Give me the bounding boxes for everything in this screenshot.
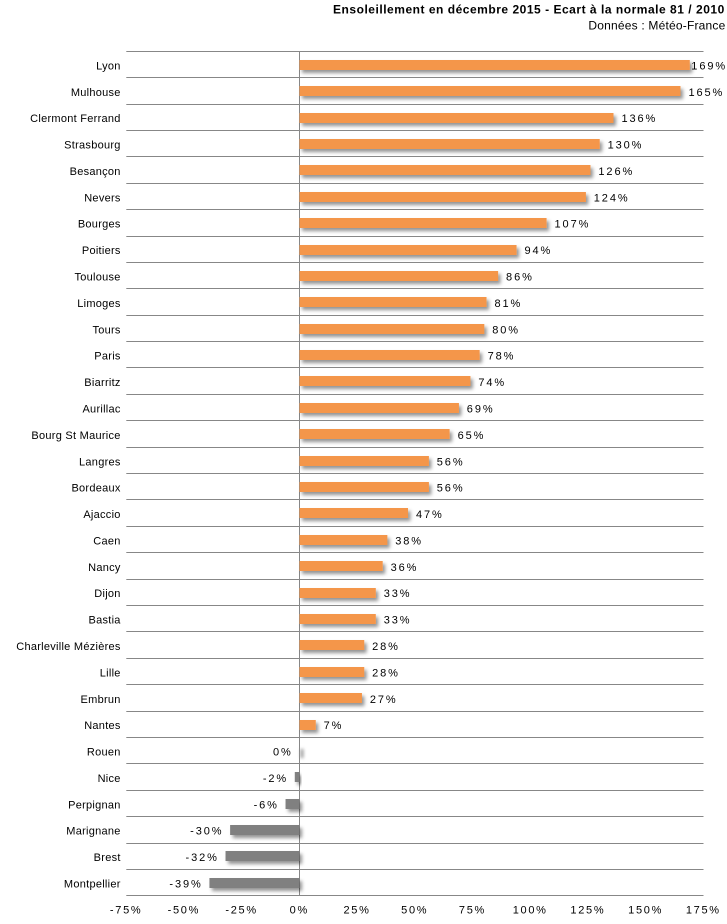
svg-text:-30%: -30% bbox=[190, 826, 223, 838]
svg-text:169%: 169% bbox=[691, 60, 727, 72]
svg-text:-32%: -32% bbox=[186, 852, 219, 864]
svg-text:Embrun: Embrun bbox=[81, 694, 121, 706]
svg-text:Brest: Brest bbox=[94, 852, 121, 864]
svg-text:Ajaccio: Ajaccio bbox=[83, 509, 120, 521]
svg-text:94%: 94% bbox=[525, 245, 553, 257]
svg-text:Langres: Langres bbox=[79, 456, 121, 468]
svg-text:Nevers: Nevers bbox=[84, 192, 121, 204]
svg-text:130%: 130% bbox=[608, 140, 644, 152]
svg-text:78%: 78% bbox=[488, 351, 516, 363]
svg-text:-6%: -6% bbox=[254, 799, 279, 811]
svg-text:Clermont Ferrand: Clermont Ferrand bbox=[30, 113, 121, 125]
svg-text:81%: 81% bbox=[495, 298, 523, 310]
svg-text:-2%: -2% bbox=[263, 773, 288, 785]
svg-text:107%: 107% bbox=[555, 219, 591, 231]
svg-text:150%: 150% bbox=[628, 905, 663, 917]
svg-text:Caen: Caen bbox=[93, 535, 120, 547]
svg-text:-75%: -75% bbox=[110, 905, 142, 917]
svg-text:Bastia: Bastia bbox=[88, 615, 121, 627]
svg-text:36%: 36% bbox=[391, 562, 419, 574]
svg-text:27%: 27% bbox=[370, 694, 398, 706]
svg-text:Paris: Paris bbox=[94, 351, 121, 363]
svg-text:Bourg St Maurice: Bourg St Maurice bbox=[31, 430, 120, 442]
svg-text:Aurillac: Aurillac bbox=[82, 403, 120, 415]
svg-text:33%: 33% bbox=[384, 615, 412, 627]
svg-text:0%: 0% bbox=[290, 905, 309, 917]
svg-text:47%: 47% bbox=[416, 509, 444, 521]
svg-text:38%: 38% bbox=[395, 535, 423, 547]
svg-text:75%: 75% bbox=[459, 905, 486, 917]
svg-text:175%: 175% bbox=[686, 905, 721, 917]
svg-text:Strasbourg: Strasbourg bbox=[64, 140, 121, 152]
svg-text:Ensoleillement en décembre 201: Ensoleillement en décembre 2015 - Ecart … bbox=[333, 2, 725, 16]
svg-text:-39%: -39% bbox=[169, 878, 202, 890]
svg-text:126%: 126% bbox=[598, 166, 634, 178]
svg-text:Rouen: Rouen bbox=[87, 747, 121, 759]
svg-text:65%: 65% bbox=[458, 430, 486, 442]
svg-text:Bourges: Bourges bbox=[78, 219, 121, 231]
svg-text:Lyon: Lyon bbox=[96, 60, 121, 72]
svg-text:124%: 124% bbox=[594, 192, 630, 204]
svg-text:Mulhouse: Mulhouse bbox=[71, 87, 121, 99]
svg-text:74%: 74% bbox=[478, 377, 506, 389]
svg-text:0%: 0% bbox=[273, 747, 293, 759]
svg-text:69%: 69% bbox=[467, 403, 495, 415]
svg-text:Perpignan: Perpignan bbox=[68, 799, 121, 811]
svg-text:125%: 125% bbox=[570, 905, 605, 917]
svg-text:25%: 25% bbox=[343, 905, 370, 917]
svg-text:56%: 56% bbox=[437, 483, 465, 495]
svg-text:Montpellier: Montpellier bbox=[64, 878, 121, 890]
svg-text:Données : Météo-France: Données : Météo-France bbox=[588, 19, 725, 33]
svg-text:-25%: -25% bbox=[225, 905, 257, 917]
svg-text:50%: 50% bbox=[401, 905, 428, 917]
svg-text:-50%: -50% bbox=[168, 905, 200, 917]
svg-text:Lille: Lille bbox=[100, 667, 121, 679]
svg-text:Nice: Nice bbox=[98, 773, 121, 785]
svg-text:28%: 28% bbox=[372, 667, 400, 679]
svg-text:Besançon: Besançon bbox=[70, 166, 121, 178]
svg-text:Tours: Tours bbox=[92, 324, 120, 336]
svg-text:100%: 100% bbox=[513, 905, 548, 917]
svg-text:33%: 33% bbox=[384, 588, 412, 600]
svg-text:Toulouse: Toulouse bbox=[74, 272, 120, 284]
svg-text:7%: 7% bbox=[324, 720, 344, 732]
svg-text:Charleville Mézières: Charleville Mézières bbox=[16, 641, 121, 653]
svg-text:80%: 80% bbox=[492, 324, 520, 336]
svg-text:165%: 165% bbox=[688, 87, 724, 99]
svg-text:136%: 136% bbox=[622, 113, 658, 125]
svg-text:Poitiers: Poitiers bbox=[82, 245, 121, 257]
svg-text:Bordeaux: Bordeaux bbox=[71, 483, 120, 495]
svg-text:Nantes: Nantes bbox=[84, 720, 121, 732]
svg-text:28%: 28% bbox=[372, 641, 400, 653]
svg-text:Marignane: Marignane bbox=[66, 826, 120, 838]
svg-text:Biarritz: Biarritz bbox=[84, 377, 120, 389]
svg-text:Dijon: Dijon bbox=[94, 588, 120, 600]
svg-text:86%: 86% bbox=[506, 272, 534, 284]
svg-text:Limoges: Limoges bbox=[77, 298, 121, 310]
svg-text:56%: 56% bbox=[437, 456, 465, 468]
svg-text:Nancy: Nancy bbox=[88, 562, 121, 574]
